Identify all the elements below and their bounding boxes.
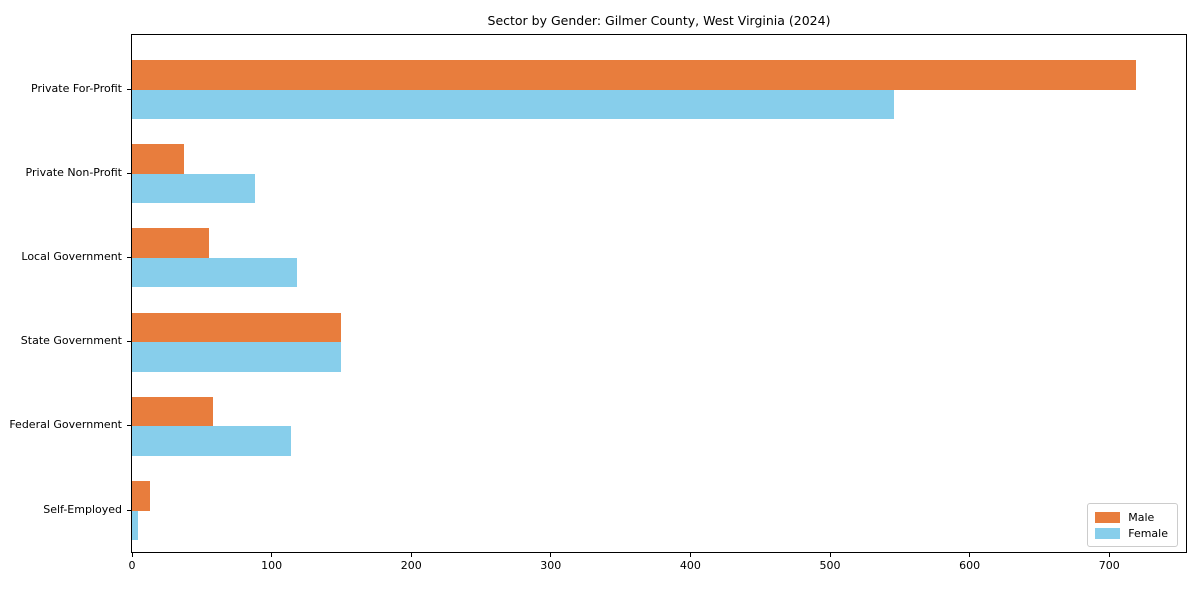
x-axis-tick xyxy=(1108,553,1110,557)
y-category-label-private-non-profit: Private Non-Profit xyxy=(25,165,122,179)
y-category-label-state-government: State Government xyxy=(20,334,122,348)
plot-area: Male Female xyxy=(131,34,1187,553)
legend-entry-male: Male xyxy=(1095,509,1168,525)
y-axis-tick xyxy=(127,425,131,427)
x-tick-label-500: 500 xyxy=(819,559,841,572)
legend-swatch-icon-male xyxy=(1095,511,1121,523)
y-category-label-self-employed: Self-Employed xyxy=(43,502,122,516)
y-axis-tick xyxy=(127,88,131,90)
y-axis-tick xyxy=(127,509,131,511)
y-category-label-private-for-profit: Private For-Profit xyxy=(31,81,122,95)
bar-male-self-employed xyxy=(132,481,151,511)
legend-label-male: Male xyxy=(1128,510,1155,524)
x-tick-label-700: 700 xyxy=(1098,559,1120,572)
y-category-label-federal-government: Federal Government xyxy=(9,418,122,432)
legend-entry-female: Female xyxy=(1095,525,1168,541)
chart-title: Sector by Gender: Gilmer County, West Vi… xyxy=(487,13,831,28)
x-axis-tick xyxy=(969,553,971,557)
bar-female-private-non-profit xyxy=(132,173,255,204)
x-axis-tick xyxy=(410,553,412,557)
legend: Male Female xyxy=(1087,503,1178,547)
bar-male-private-for-profit xyxy=(132,60,1136,90)
bar-male-state-government xyxy=(132,312,342,343)
x-axis-tick xyxy=(829,553,831,557)
y-axis-tick xyxy=(127,341,131,343)
bar-male-federal-government xyxy=(132,396,213,427)
x-tick-label-0: 0 xyxy=(128,559,136,572)
bar-male-private-non-profit xyxy=(132,144,184,174)
legend-swatch-icon-female xyxy=(1095,527,1121,539)
x-tick-label-600: 600 xyxy=(959,559,981,572)
x-tick-label-200: 200 xyxy=(400,559,422,572)
bar-female-self-employed xyxy=(132,510,138,540)
bar-female-private-for-profit xyxy=(132,89,895,119)
x-axis-tick xyxy=(550,553,552,557)
x-axis-tick xyxy=(131,553,133,557)
bar-female-state-government xyxy=(132,342,342,372)
bar-female-federal-government xyxy=(132,426,292,456)
x-axis-tick xyxy=(271,553,273,557)
bar-male-local-government xyxy=(132,228,209,258)
legend-label-female: Female xyxy=(1128,526,1168,540)
x-axis-tick xyxy=(689,553,691,557)
y-axis-tick xyxy=(127,256,131,258)
x-tick-label-100: 100 xyxy=(261,559,283,572)
x-tick-label-400: 400 xyxy=(679,559,701,572)
y-axis-tick xyxy=(127,172,131,174)
bar-female-local-government xyxy=(132,257,297,288)
x-tick-label-300: 300 xyxy=(540,559,562,572)
y-category-label-local-government: Local Government xyxy=(21,249,122,263)
